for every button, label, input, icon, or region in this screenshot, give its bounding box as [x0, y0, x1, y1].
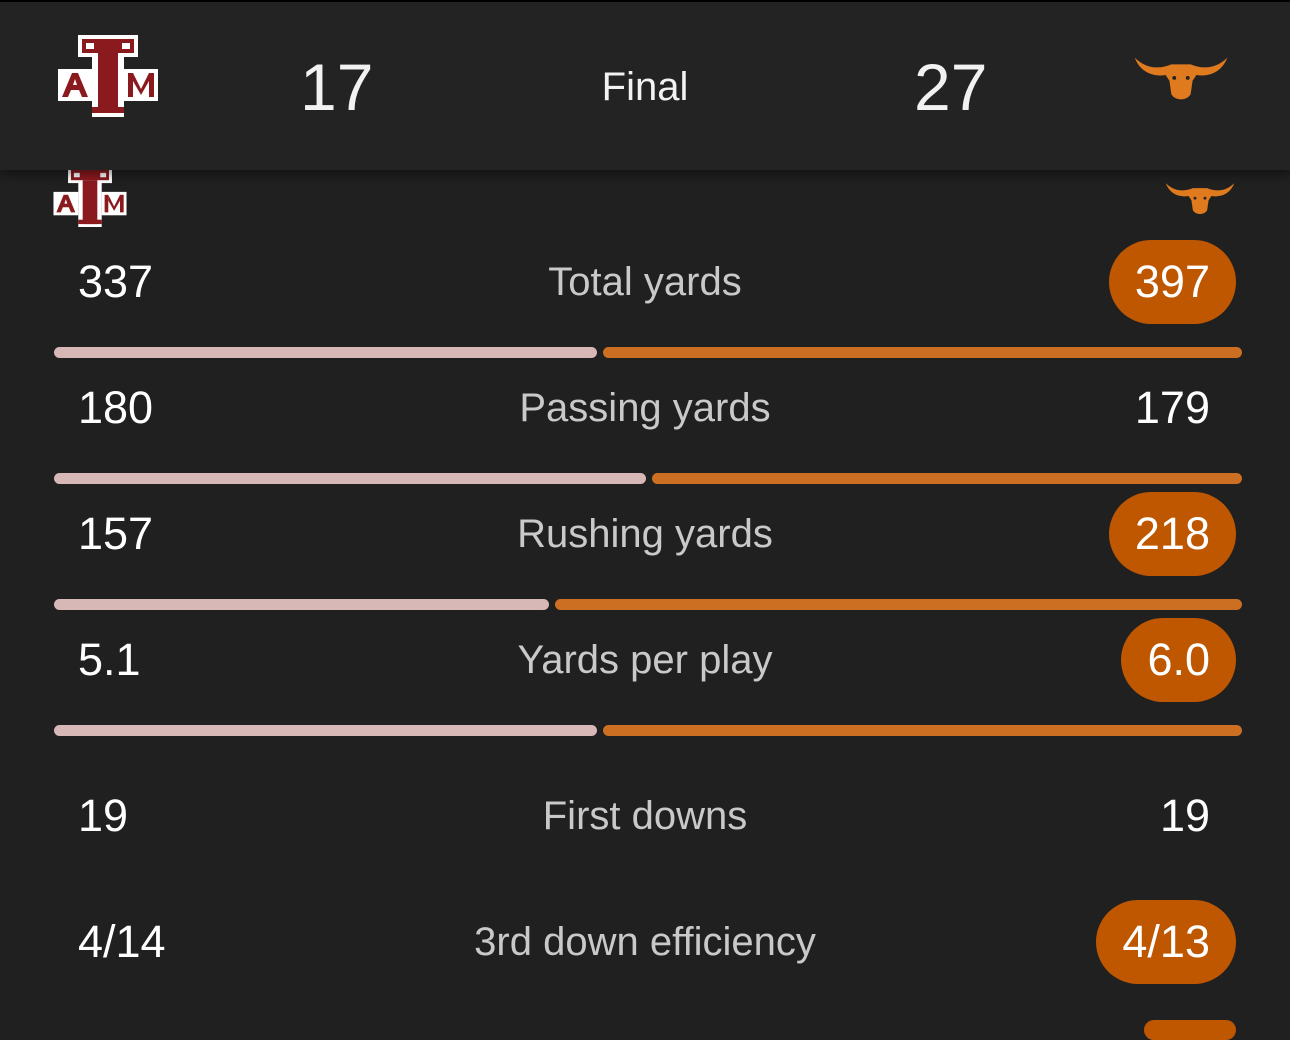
- home-stat-value: 218: [1108, 492, 1236, 576]
- stat-comparison-bar: [54, 347, 1242, 358]
- stat-label: Rushing yards: [517, 512, 773, 556]
- away-share-bar: [54, 599, 549, 610]
- stat-comparison-bar: [54, 725, 1242, 736]
- stat-row-total-yards: 337 Total yards 397: [0, 237, 1290, 327]
- stat-label: Yards per play: [517, 638, 773, 682]
- stat-row-rushing-yards: 157 Rushing yards 218: [0, 489, 1290, 579]
- next-stat-highlight-pill: [1144, 1020, 1236, 1040]
- home-share-bar: [652, 473, 1242, 484]
- stat-label: Passing yards: [519, 386, 771, 430]
- home-stat-value: 19: [1159, 790, 1210, 841]
- home-share-bar: [603, 347, 1242, 358]
- stat-comparison-bar: [54, 473, 1242, 484]
- stat-label: 3rd down efficiency: [474, 920, 816, 964]
- scoreboard-header: 17 Final 27: [0, 0, 1290, 170]
- away-score: 17: [300, 50, 374, 124]
- texas-longhorn-logo-icon[interactable]: [1132, 48, 1230, 102]
- away-stat-value: 19: [78, 790, 129, 841]
- stat-label: First downs: [542, 794, 748, 838]
- home-stat-value: 179: [1134, 382, 1210, 433]
- away-stat-value: 180: [78, 382, 154, 433]
- texas-longhorn-small-logo-icon: [1164, 176, 1236, 216]
- away-stat-value: 4/14: [78, 916, 166, 967]
- away-share-bar: [54, 347, 597, 358]
- away-stat-value: 157: [78, 508, 154, 559]
- texas-am-small-logo-icon: [52, 167, 128, 227]
- home-stat-value: 4/13: [1096, 900, 1236, 984]
- home-share-bar: [603, 725, 1242, 736]
- stat-row-third-down-efficiency: 4/14 3rd down efficiency 4/13: [0, 897, 1290, 987]
- stat-label: Total yards: [548, 260, 742, 304]
- stat-row-yards-per-play: 5.1 Yards per play 6.0: [0, 615, 1290, 705]
- away-stat-value: 5.1: [78, 634, 141, 685]
- stat-row-first-downs: 19 First downs 19: [0, 771, 1290, 861]
- home-share-bar: [555, 599, 1242, 610]
- home-stat-value: 397: [1108, 240, 1236, 324]
- away-stat-value: 337: [78, 256, 154, 307]
- away-share-bar: [54, 725, 597, 736]
- home-stat-value: 6.0: [1121, 618, 1236, 702]
- away-share-bar: [54, 473, 646, 484]
- home-score: 27: [914, 50, 988, 124]
- stat-comparison-bar: [54, 599, 1242, 610]
- stat-row-passing-yards: 180 Passing yards 179: [0, 363, 1290, 453]
- game-status: Final: [601, 65, 689, 109]
